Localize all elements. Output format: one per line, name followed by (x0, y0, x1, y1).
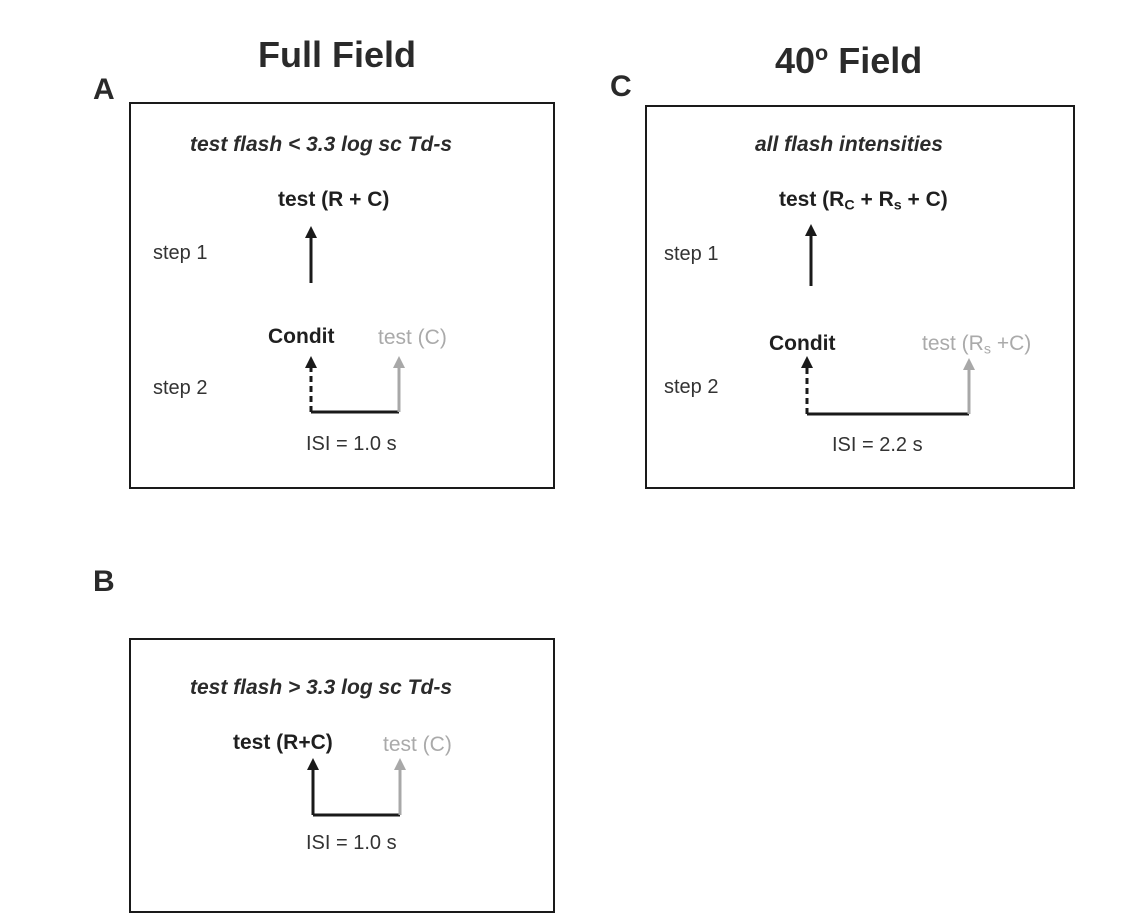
panel-letter-b: B (93, 565, 115, 598)
panel-c-isi: ISI = 2.2 s (832, 434, 923, 456)
panel-c-condit-label: Condit (769, 332, 836, 355)
panel-c-condition: all flash intensities (755, 133, 943, 156)
panel-b-isi: ISI = 1.0 s (306, 832, 397, 854)
panel-b-test-response: test (R+C) (233, 731, 333, 754)
panel-b-condition: test flash > 3.3 log sc Td-s (190, 676, 452, 699)
panel-c-test-response: test (RC + Rs + C) (779, 188, 948, 214)
panel-c-test-prefix: test (R (779, 188, 845, 211)
panel-c-test-suffix: + C) (901, 188, 948, 211)
panel-c-step1-label: step 1 (664, 243, 719, 265)
panel-letter-c: C (610, 70, 632, 103)
panel-letter-a: A (93, 73, 115, 106)
panel-a-condit-label: Condit (268, 325, 335, 348)
panel-c-box (645, 105, 1075, 489)
panel-c-test-sub1: C (844, 197, 855, 214)
panel-a-gray-test: test (C) (378, 326, 447, 349)
panel-c-gray-suffix: +C) (990, 332, 1032, 355)
full-field-title: Full Field (258, 34, 416, 75)
panel-a-condition: test flash < 3.3 log sc Td-s (190, 133, 452, 156)
forty-degree-field-title: 40o Field (775, 40, 922, 82)
panel-a-isi: ISI = 1.0 s (306, 433, 397, 455)
panel-c-step2-label: step 2 (664, 376, 719, 398)
panel-c-gray-sub: s (983, 341, 991, 358)
panel-c-gray-test: test (Rs +C) (922, 332, 1031, 358)
panel-a-step1-label: step 1 (153, 242, 208, 264)
panel-a-test-response: test (R + C) (278, 188, 390, 211)
panel-c-test-mid: + R (854, 188, 894, 211)
panel-a-box (129, 102, 555, 489)
panel-c-gray-prefix: test (R (922, 332, 984, 355)
panel-b-gray-test: test (C) (383, 733, 452, 756)
forty-degree-value: 40 (775, 40, 816, 81)
panel-c-test-sub2: s (893, 197, 902, 214)
panel-a-step2-label: step 2 (153, 377, 208, 399)
degree-symbol: o (815, 40, 829, 65)
field-word: Field (828, 40, 923, 81)
